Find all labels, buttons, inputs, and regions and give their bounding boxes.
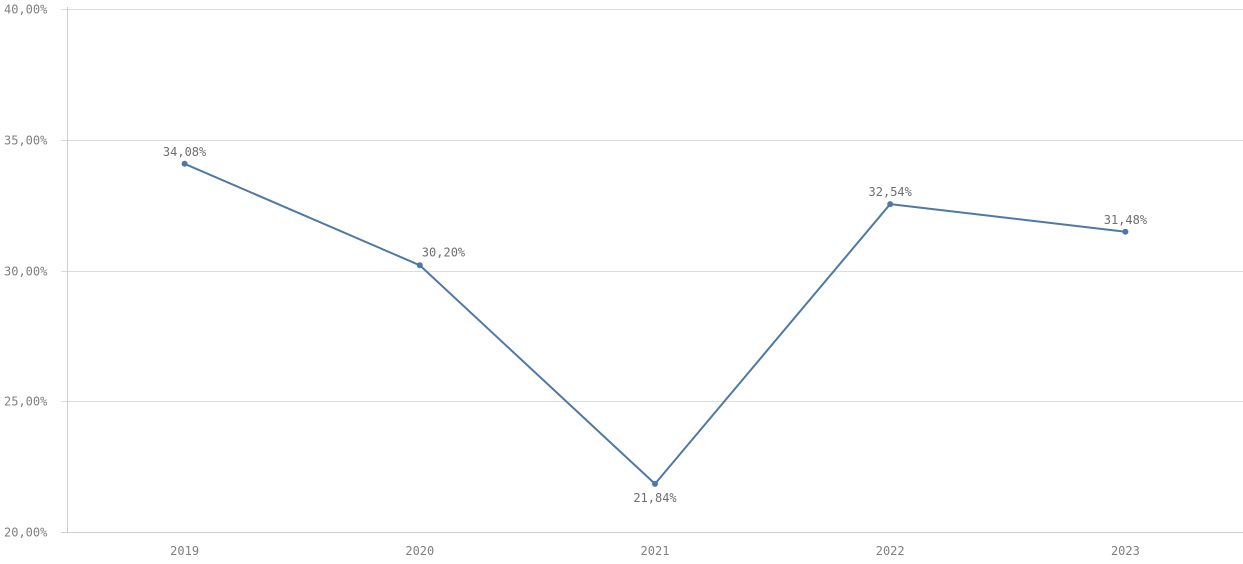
- x-tick-label: 2021: [641, 544, 670, 558]
- data-label: 21,84%: [633, 491, 677, 505]
- x-tick-label: 2023: [1111, 544, 1140, 558]
- x-tick-label: 2020: [405, 544, 434, 558]
- axis-layer: 20,00% 25,00% 30,00% 35,00% 40,00% 2019 2020 20…: [4, 3, 1140, 559]
- data-point: [887, 201, 894, 208]
- x-tick-label: 2019: [170, 544, 199, 558]
- series-line: [184, 162, 1126, 485]
- data-point: [181, 160, 188, 167]
- series-layer: [181, 160, 1129, 487]
- y-tick-label: 40,00%: [4, 3, 48, 17]
- data-label-layer: 34,08% 30,20% 21,84% 32,54% 31,48%: [163, 145, 1148, 505]
- data-point: [416, 262, 423, 269]
- x-tick-label: 2022: [876, 544, 905, 558]
- grid-layer: [61, 9, 1243, 533]
- data-point: [652, 480, 658, 487]
- y-tick-label: 25,00%: [4, 395, 48, 409]
- y-tick-label: 35,00%: [4, 134, 48, 148]
- data-label: 32,54%: [869, 185, 913, 199]
- data-label: 34,08%: [163, 145, 207, 159]
- data-point: [1122, 228, 1129, 235]
- y-tick-label: 20,00%: [4, 526, 48, 540]
- data-label: 30,20%: [422, 245, 466, 259]
- data-label: 31,48%: [1104, 213, 1148, 227]
- y-tick-label: 30,00%: [4, 265, 48, 279]
